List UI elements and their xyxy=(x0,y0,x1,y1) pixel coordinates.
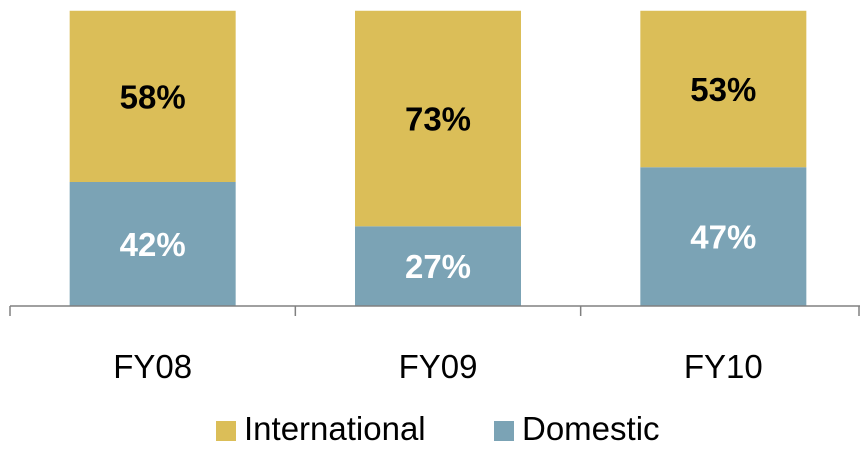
bars-group: 42% 58% 27% 73% 47% 53% xyxy=(69,10,807,306)
x-tick-label-fy10: FY10 xyxy=(684,348,763,385)
bar-international-fy10 xyxy=(640,10,807,168)
x-tick-label-fy09: FY09 xyxy=(399,348,478,385)
legend-swatch-domestic xyxy=(494,421,514,441)
x-tick-label-fy08: FY08 xyxy=(113,348,192,385)
data-label-international-fy08: 58% xyxy=(120,78,186,115)
data-label-international-fy09: 73% xyxy=(405,101,471,138)
bar-domestic-fy08 xyxy=(69,182,236,306)
x-axis xyxy=(9,305,860,316)
legend-label-domestic: Domestic xyxy=(522,410,660,447)
legend: International Domestic xyxy=(216,410,660,447)
bar-international-fy09 xyxy=(355,10,521,227)
x-tick-labels: FY08 FY09 FY10 xyxy=(113,348,763,385)
data-label-domestic-fy10: 47% xyxy=(690,219,756,256)
bar-domestic-fy09 xyxy=(355,226,521,306)
bar-international-fy08 xyxy=(69,10,236,183)
data-label-international-fy10: 53% xyxy=(690,71,756,108)
data-label-domestic-fy09: 27% xyxy=(405,248,471,285)
legend-swatch-international xyxy=(216,421,236,441)
data-label-domestic-fy08: 42% xyxy=(120,226,186,263)
legend-label-international: International xyxy=(244,410,426,447)
bar-domestic-fy10 xyxy=(640,167,807,306)
